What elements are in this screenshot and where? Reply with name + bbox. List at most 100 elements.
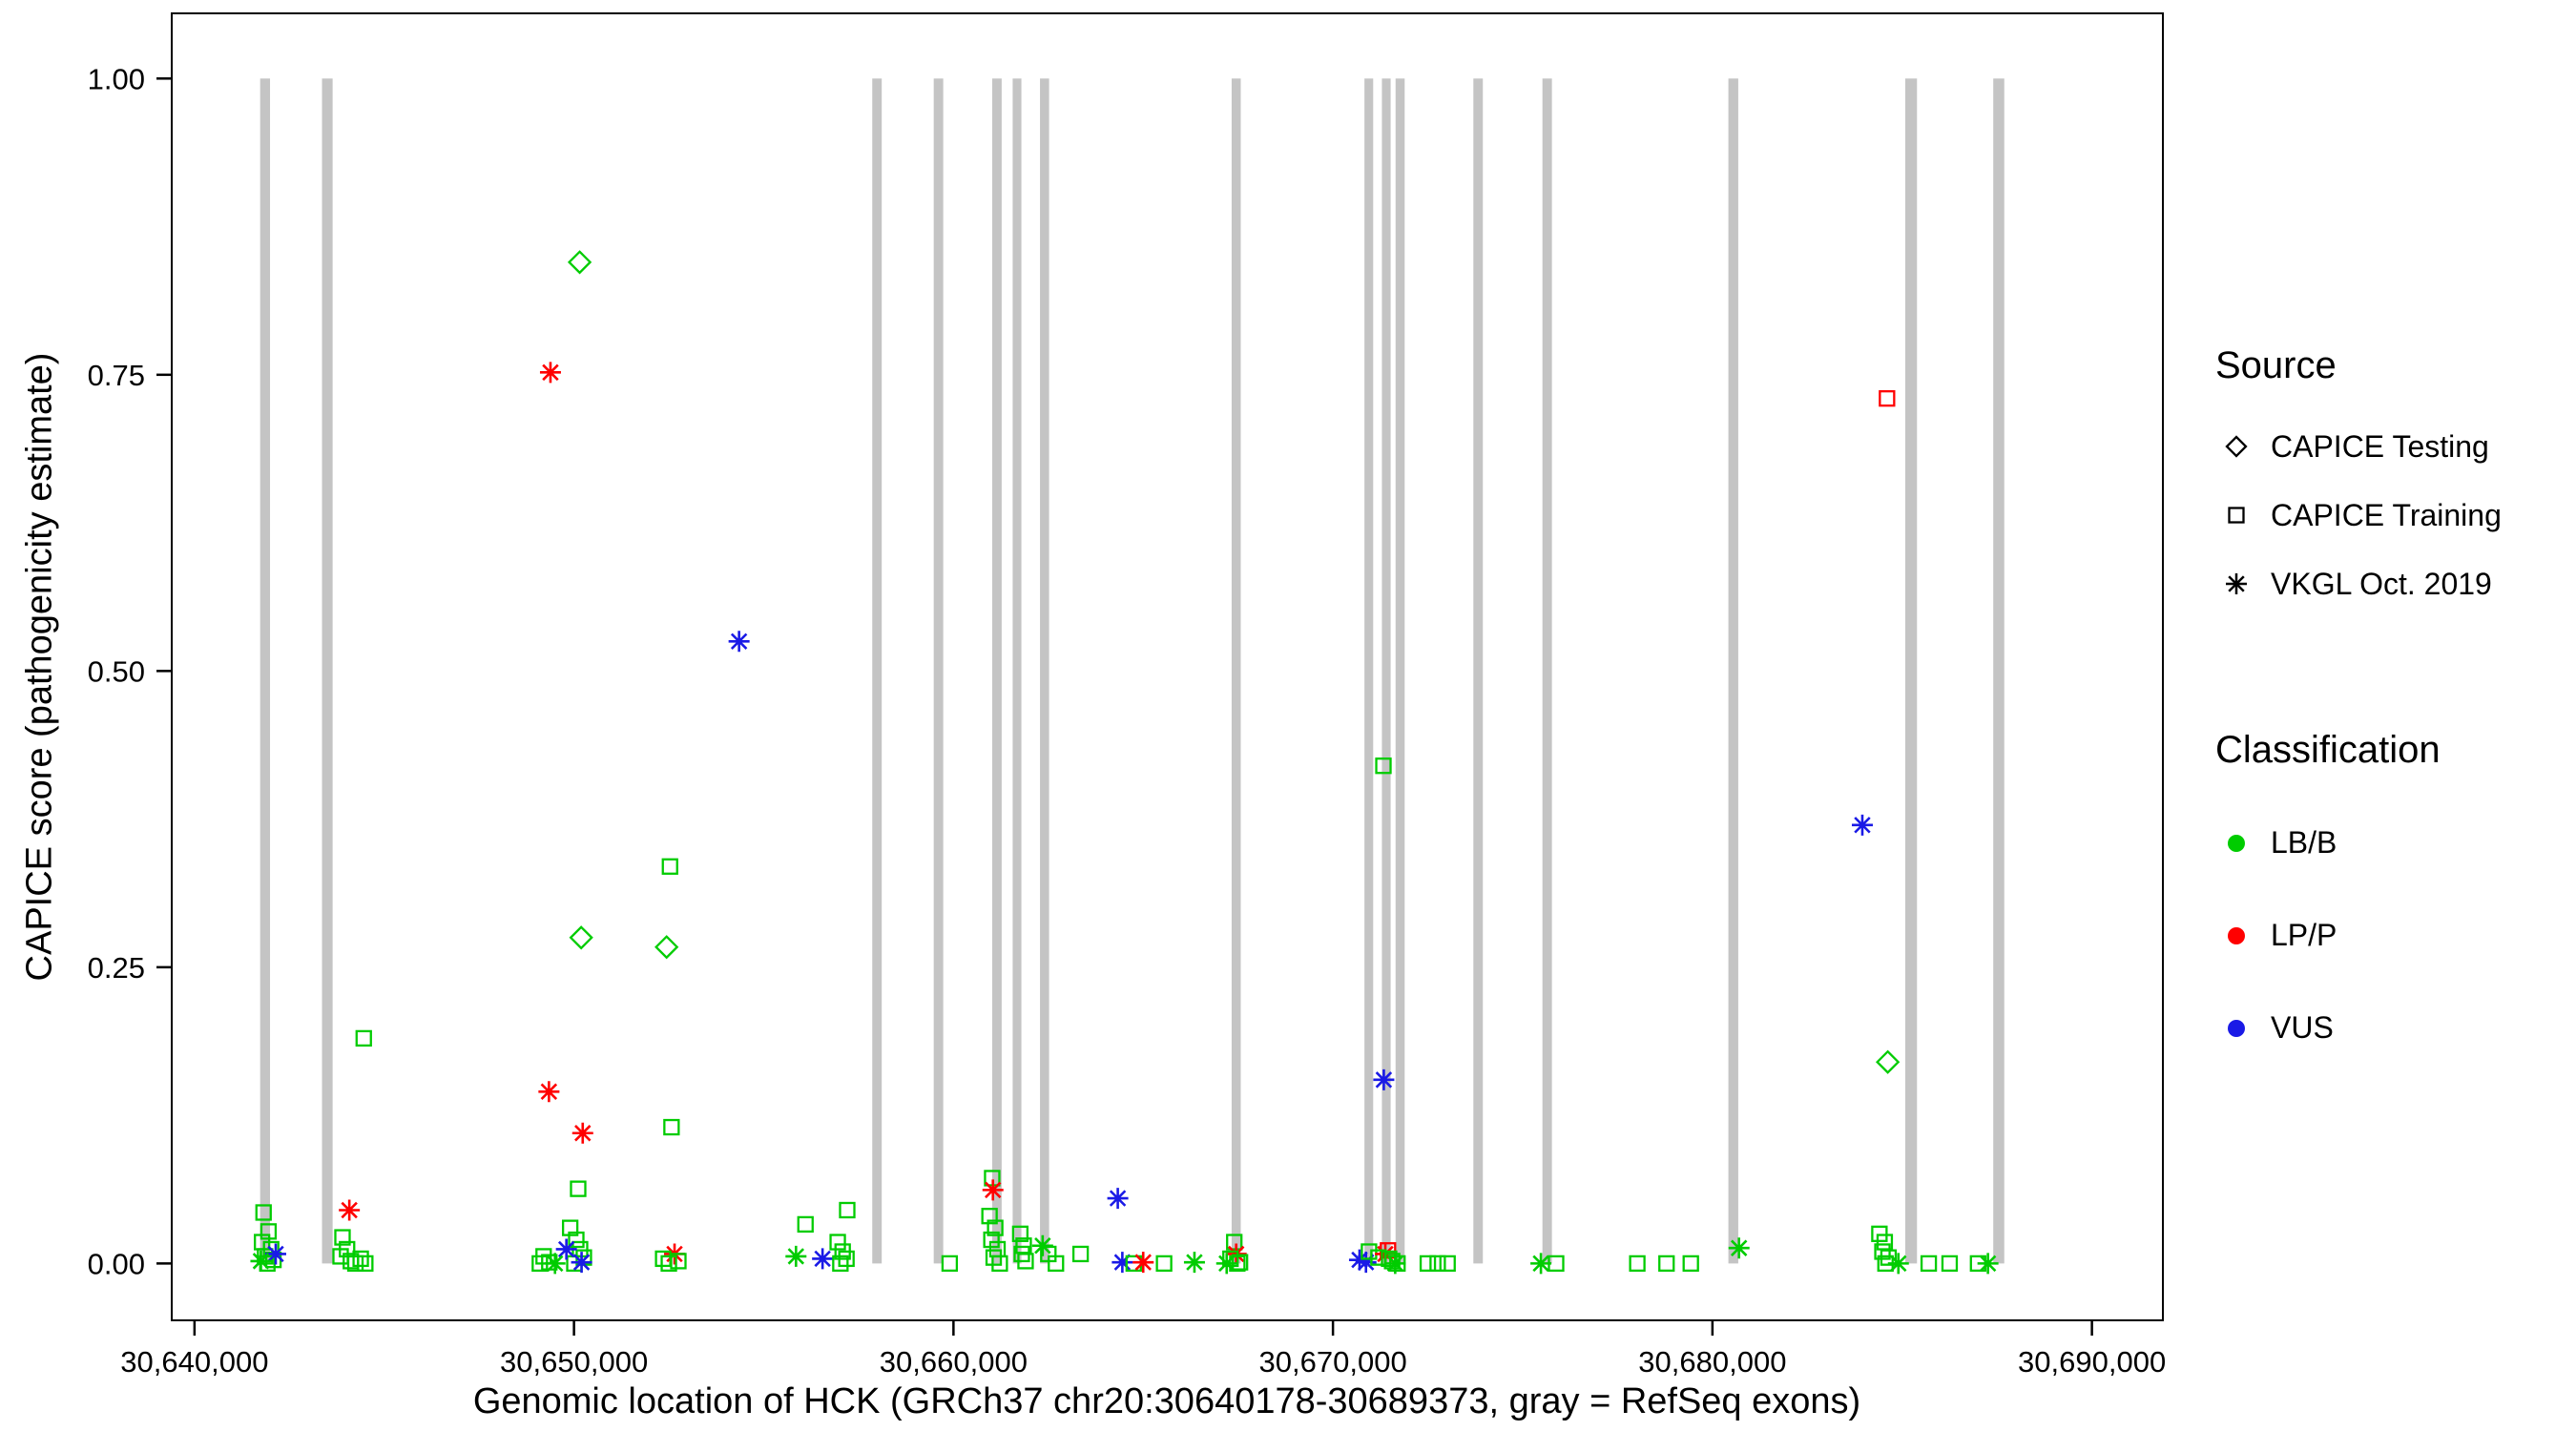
data-point-square — [570, 1180, 587, 1197]
data-point-square — [1548, 1255, 1565, 1273]
data-point-square — [568, 1231, 585, 1249]
plot-panel — [172, 13, 2163, 1320]
data-point-asterisk — [1111, 1252, 1133, 1274]
y-tick-label: 0.75 — [88, 359, 145, 392]
data-point-square — [1658, 1255, 1675, 1273]
legend-label: CAPICE Training — [2271, 497, 2502, 532]
data-point-square — [1226, 1234, 1243, 1251]
x-tick-label: 30,650,000 — [500, 1345, 648, 1379]
data-point-asterisk — [1183, 1252, 1205, 1274]
data-point-asterisk — [544, 1253, 566, 1275]
data-point-square — [797, 1215, 814, 1234]
legend-label: VUS — [2271, 1010, 2334, 1045]
data-point-square — [832, 1255, 849, 1273]
circle-icon — [2228, 834, 2245, 852]
data-point-diamond — [567, 250, 592, 275]
y-axis-label: CAPICE score (pathogenicity estimate) — [19, 352, 60, 982]
data-point-square — [1871, 1225, 1888, 1242]
data-point-asterisk — [1887, 1253, 1909, 1275]
legend-label: LB/B — [2271, 825, 2337, 860]
y-tick-label: 0.00 — [88, 1247, 145, 1280]
exon-bar — [322, 78, 333, 1264]
data-point-asterisk — [812, 1248, 834, 1270]
exon-bar — [1395, 78, 1405, 1264]
data-point-square — [1429, 1255, 1446, 1273]
data-point-asterisk — [785, 1245, 807, 1267]
data-point-square — [829, 1234, 846, 1251]
data-point-asterisk — [571, 1252, 592, 1274]
data-point-square — [941, 1255, 959, 1273]
data-point-asterisk — [728, 631, 750, 653]
panel-border — [171, 12, 2164, 1321]
data-point-square — [1048, 1255, 1065, 1273]
data-point-square — [255, 1204, 272, 1221]
data-point-square — [661, 858, 678, 875]
exon-bar — [1364, 78, 1374, 1264]
data-point-asterisk — [250, 1250, 272, 1272]
data-point-square — [839, 1201, 856, 1219]
data-point-square — [1920, 1255, 1938, 1273]
data-point-diamond — [569, 925, 593, 950]
data-point-asterisk — [538, 1081, 560, 1103]
data-point-asterisk — [571, 1122, 593, 1144]
exon-bar — [1473, 78, 1484, 1264]
legend-source-section: Source CAPICE Testing CAPICE Training VK… — [2215, 343, 2502, 618]
data-point-square — [346, 1255, 364, 1273]
legend-item-vus: VUS — [2215, 982, 2502, 1074]
legend-label: LP/P — [2271, 918, 2337, 952]
data-point-asterisk — [1728, 1237, 1750, 1259]
data-point-asterisk — [339, 1199, 361, 1221]
data-point-asterisk — [1373, 1068, 1395, 1090]
data-point-square — [981, 1208, 998, 1225]
exon-bar — [1040, 78, 1049, 1264]
legend-classification-section: Classification LB/B LP/P VUS — [2215, 728, 2502, 1074]
legend-item-lbb: LB/B — [2215, 797, 2502, 889]
diamond-icon — [2225, 435, 2248, 458]
data-point-square — [1439, 1255, 1456, 1273]
data-point-square — [1155, 1255, 1173, 1273]
asterisk-icon — [2226, 573, 2247, 594]
legend: Source CAPICE Testing CAPICE Training VK… — [2215, 343, 2502, 1074]
data-point-square — [355, 1029, 372, 1047]
legend-item-vkgl: VKGL Oct. 2019 — [2215, 550, 2502, 618]
data-point-square — [670, 1253, 687, 1270]
data-point-asterisk — [1355, 1252, 1377, 1274]
y-tick-label: 1.00 — [88, 62, 145, 95]
data-point-asterisk — [1851, 814, 1873, 836]
data-point-square — [1682, 1255, 1699, 1273]
data-point-asterisk — [1225, 1243, 1247, 1265]
exon-bar — [1542, 78, 1552, 1264]
data-point-square — [1941, 1255, 1959, 1273]
data-point-asterisk — [1348, 1249, 1370, 1271]
data-point-asterisk — [264, 1243, 286, 1265]
data-point-square — [663, 1118, 680, 1136]
data-point-square — [1071, 1245, 1090, 1263]
data-point-asterisk — [1107, 1188, 1129, 1210]
data-point-diamond — [654, 935, 679, 960]
data-point-square — [1419, 1255, 1437, 1273]
circle-icon — [2228, 1019, 2245, 1037]
data-point-square — [660, 1255, 677, 1273]
legend-label: VKGL Oct. 2019 — [2271, 566, 2492, 601]
data-point-asterisk — [1977, 1253, 1999, 1275]
legend-label: CAPICE Testing — [2271, 428, 2489, 464]
x-tick-label: 30,690,000 — [2018, 1345, 2166, 1379]
data-point-square — [987, 1219, 1004, 1236]
legend-item-capice-testing: CAPICE Testing — [2215, 412, 2502, 481]
square-icon — [2228, 507, 2245, 524]
data-point-asterisk — [539, 362, 561, 384]
data-point-square — [357, 1255, 374, 1273]
data-point-asterisk — [982, 1179, 1004, 1201]
y-tick-label: 0.50 — [88, 654, 145, 688]
exon-bar — [872, 78, 883, 1264]
x-axis-label: Genomic location of HCK (GRCh37 chr20:30… — [472, 1381, 1861, 1421]
exon-bar — [1993, 78, 2005, 1264]
data-point-square — [1629, 1255, 1646, 1273]
exon-bar — [991, 78, 1002, 1264]
x-tick-label: 30,680,000 — [1638, 1345, 1786, 1379]
x-tick-label: 30,660,000 — [880, 1345, 1028, 1379]
data-point-asterisk — [555, 1238, 577, 1260]
legend-source-title: Source — [2215, 344, 2337, 386]
data-point-square — [334, 1229, 351, 1246]
